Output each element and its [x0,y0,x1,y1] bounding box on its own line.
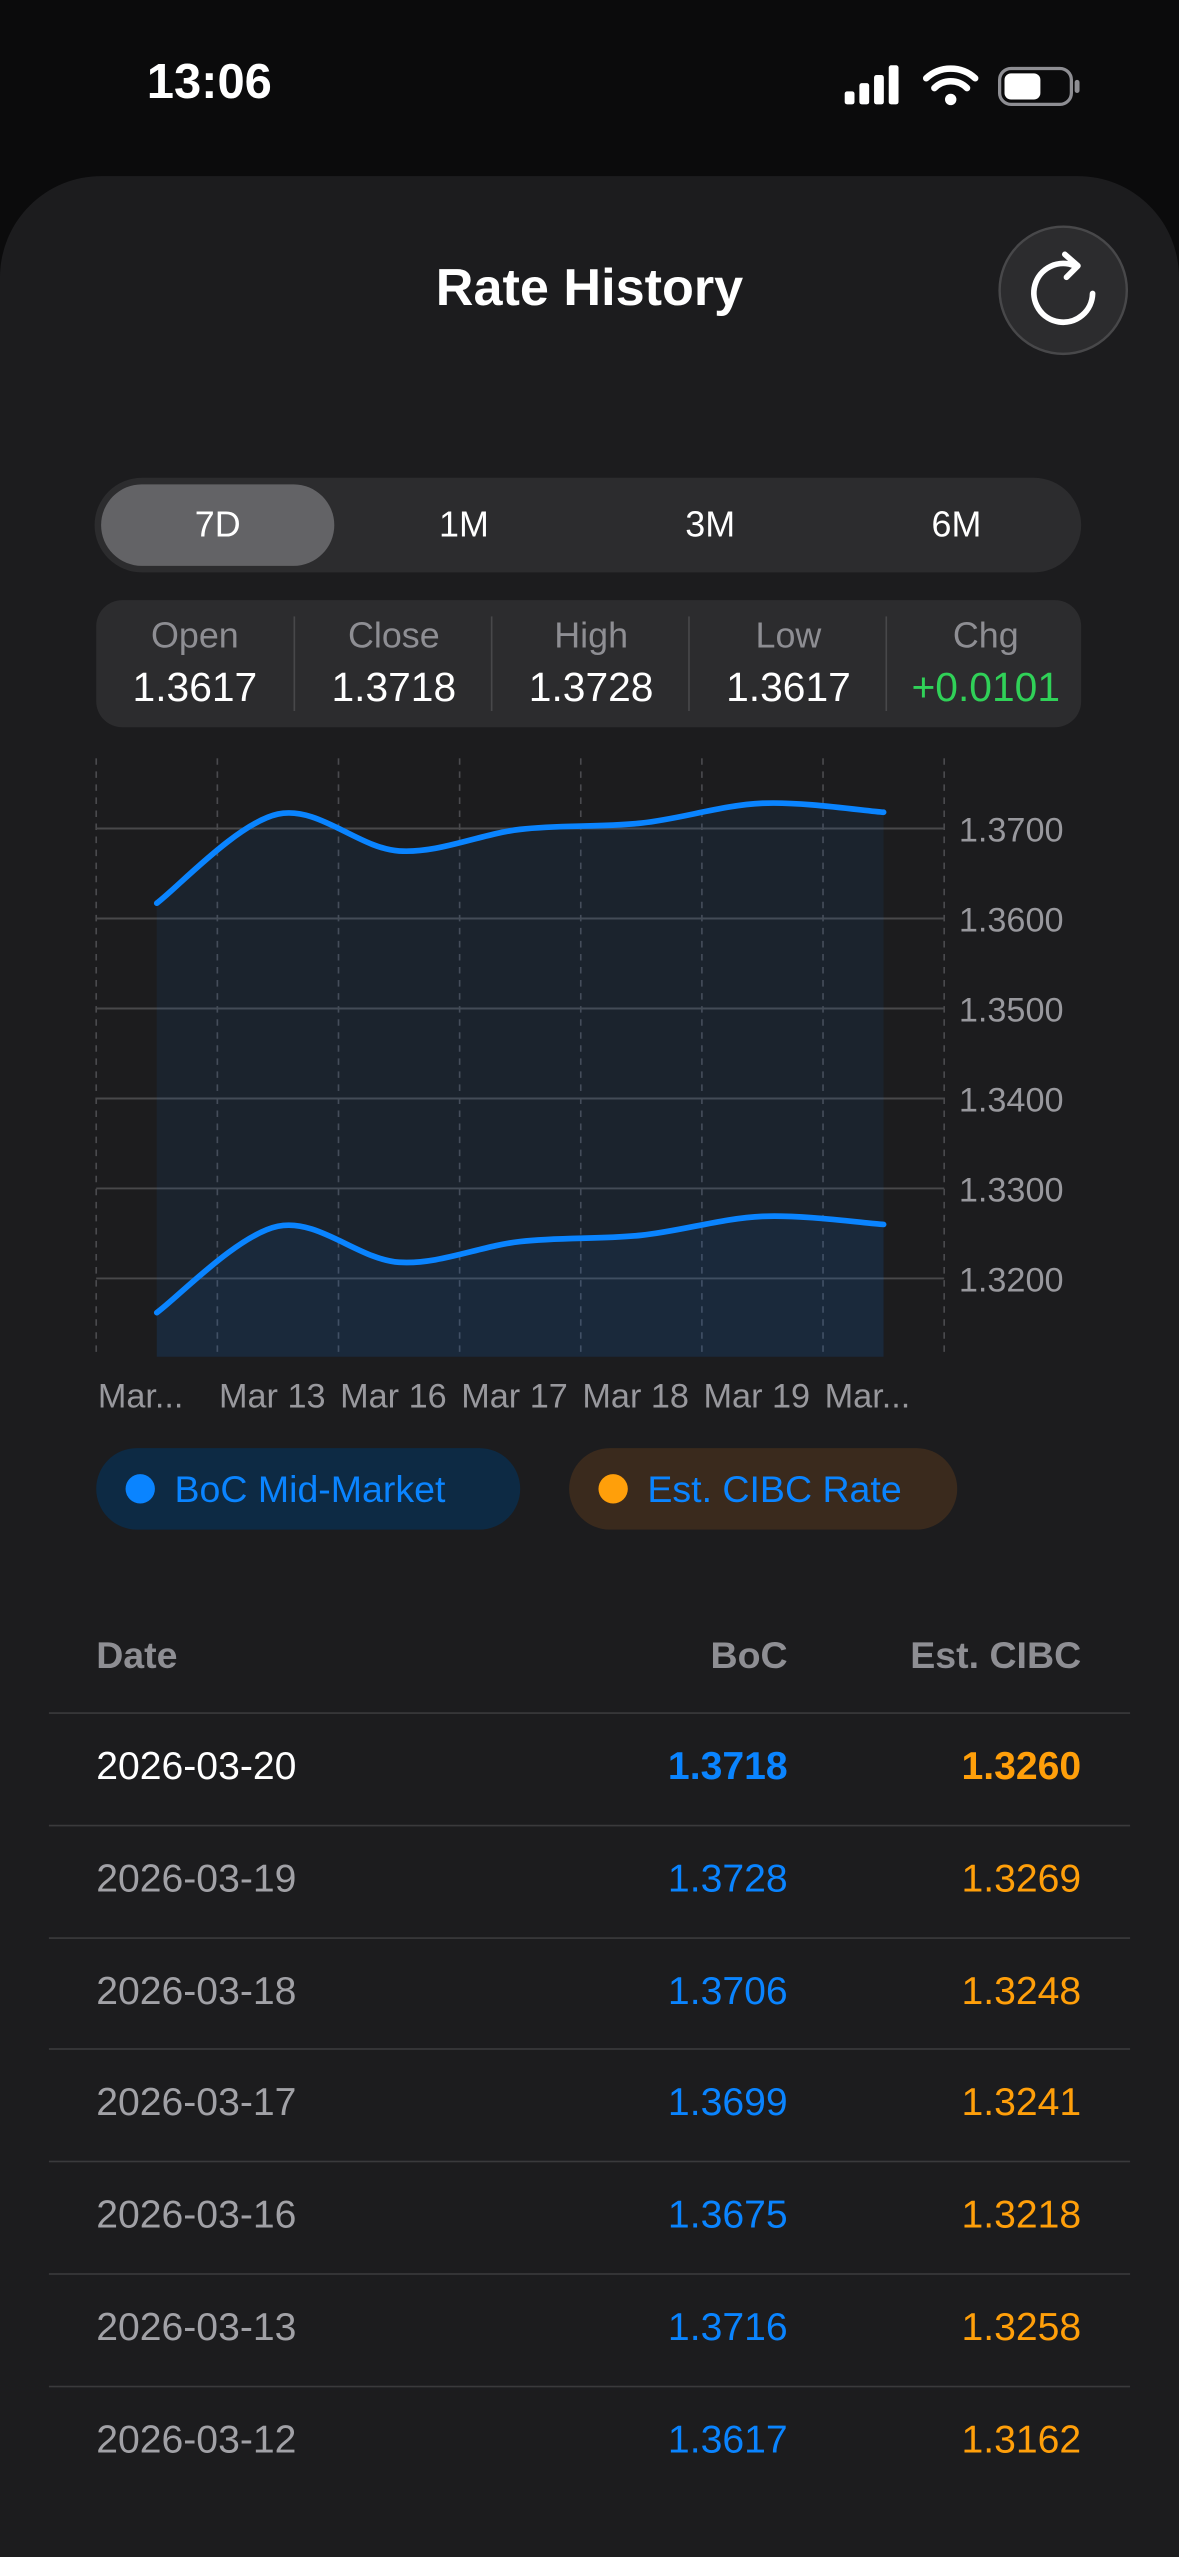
stat-value: +0.0101 [911,665,1061,711]
legend-dot [125,1474,155,1504]
row-divider [48,2048,1131,2051]
y-tick-label: 1.3200 [959,1261,1064,1299]
row-divider [48,2273,1131,2275]
x-tick-label: Mar 19 [704,1377,811,1415]
stat-value: 1.3728 [528,665,654,711]
stat-label: High [554,614,629,656]
chart: 1.3200 1.3300 1.3400 1.3500 1.3600 1.3700 Mar.… [95,758,1064,1415]
date-cell: 2026-03-17 [96,2081,297,2126]
range-tab[interactable]: 3M [685,503,736,545]
stats-bar: Open 1.3617 Close 1.3718 High 1.3728 Low 1.3617… [96,600,1084,728]
boc-cell: 1.3675 [667,2193,788,2238]
row-divider [48,2160,1131,2163]
date-cell: 2026-03-19 [96,1857,297,1902]
cibc-cell: 1.3241 [961,2081,1082,2126]
status-time: 13:06 [146,55,272,110]
date-cell: 2026-03-12 [96,2418,297,2463]
date-cell: 2026-03-20 [96,1744,297,1789]
stat: Open 1.3617 [96,600,293,727]
cibc-cell: 1.3258 [961,2305,1082,2350]
series-area [156,803,884,1357]
column-header: Est. CIBC [910,1633,1082,1677]
stat-label: Low [755,614,822,656]
range-tab[interactable]: 6M [931,503,982,545]
stat-label: Open [150,614,239,656]
stat-label: Chg [952,614,1019,656]
x-tick-label: Mar 16 [340,1377,447,1415]
range-tab[interactable]: 1M [439,503,489,545]
legend-label: BoC Mid-Market [174,1467,446,1511]
x-tick-label: Mar... [825,1377,911,1415]
boc-cell: 1.3728 [667,1857,788,1902]
cibc-cell: 1.3218 [961,2193,1082,2238]
range-selector: 7D 1M 3M 6M [94,477,1082,573]
stat-value: 1.3617 [132,665,258,711]
y-tick-label: 1.3500 [959,992,1064,1030]
row-divider [48,2385,1131,2388]
series-area [156,1216,884,1357]
cibc-cell: 1.3162 [961,2418,1082,2463]
cibc-cell: 1.3269 [961,1857,1082,1902]
table-row[interactable]: 2026-03-16 1.3675 1.3218 [0,2194,1179,2243]
boc-cell: 1.3706 [667,1969,788,2014]
table-row[interactable]: 2026-03-13 1.3716 1.3258 [0,2306,1179,2355]
stat: Close 1.3718 [293,614,493,711]
table-row[interactable]: 2026-03-17 1.3699 1.3241 [0,2081,1179,2130]
row-divider [48,1936,1131,1939]
legend-label: Est. CIBC Rate [647,1467,902,1511]
y-tick-label: 1.3700 [959,812,1064,850]
date-cell: 2026-03-13 [96,2305,297,2350]
legend-item[interactable]: Est. CIBC Rate [569,1448,958,1530]
x-tick-label: Mar 18 [582,1377,689,1415]
stat: Low 1.3617 [688,614,887,711]
y-tick-label: 1.3600 [959,902,1064,940]
table-row[interactable]: 2026-03-19 1.3728 1.3269 [0,1857,1179,1906]
row-divider [48,1712,1131,1714]
sheet [0,176,1179,2557]
table-row[interactable]: 2026-03-18 1.3706 1.3248 [0,1969,1179,2018]
cibc-cell: 1.3248 [961,1969,1082,2014]
stat-label: Close [347,614,440,656]
table-row[interactable]: 2026-03-12 1.3617 1.3162 [0,2418,1179,2467]
y-tick-label: 1.3400 [959,1082,1064,1120]
boc-cell: 1.3718 [667,1744,788,1789]
status-icons [844,65,1080,106]
table-row[interactable]: 2026-03-20 1.3718 1.3260 [0,1745,1179,1794]
refresh-button[interactable] [995,222,1135,362]
stat: Chg +0.0101 [885,614,1084,711]
stat-value: 1.3617 [726,665,851,711]
y-tick-label: 1.3300 [959,1172,1064,1210]
boc-cell: 1.3716 [667,2305,788,2350]
range-tab[interactable]: 7D [101,484,335,566]
row-divider [48,1824,1131,1827]
series-line [153,1213,887,1316]
legend-dot [598,1474,628,1504]
boc-cell: 1.3699 [667,2081,788,2126]
x-tick-label: Mar... [98,1377,184,1415]
date-cell: 2026-03-16 [96,2193,297,2238]
x-tick-label: Mar 17 [461,1377,568,1415]
date-cell: 2026-03-18 [96,1969,297,2014]
column-header: Date [96,1633,178,1677]
boc-cell: 1.3617 [667,2418,788,2463]
title: Rate History [435,257,744,317]
stat-value: 1.3718 [331,665,457,711]
series-line [153,800,887,907]
legend-item[interactable]: BoC Mid-Market [96,1448,521,1530]
cibc-cell: 1.3260 [961,1744,1082,1789]
stat: High 1.3728 [490,614,690,711]
column-header: BoC [710,1633,788,1677]
x-tick-label: Mar 13 [219,1377,326,1415]
